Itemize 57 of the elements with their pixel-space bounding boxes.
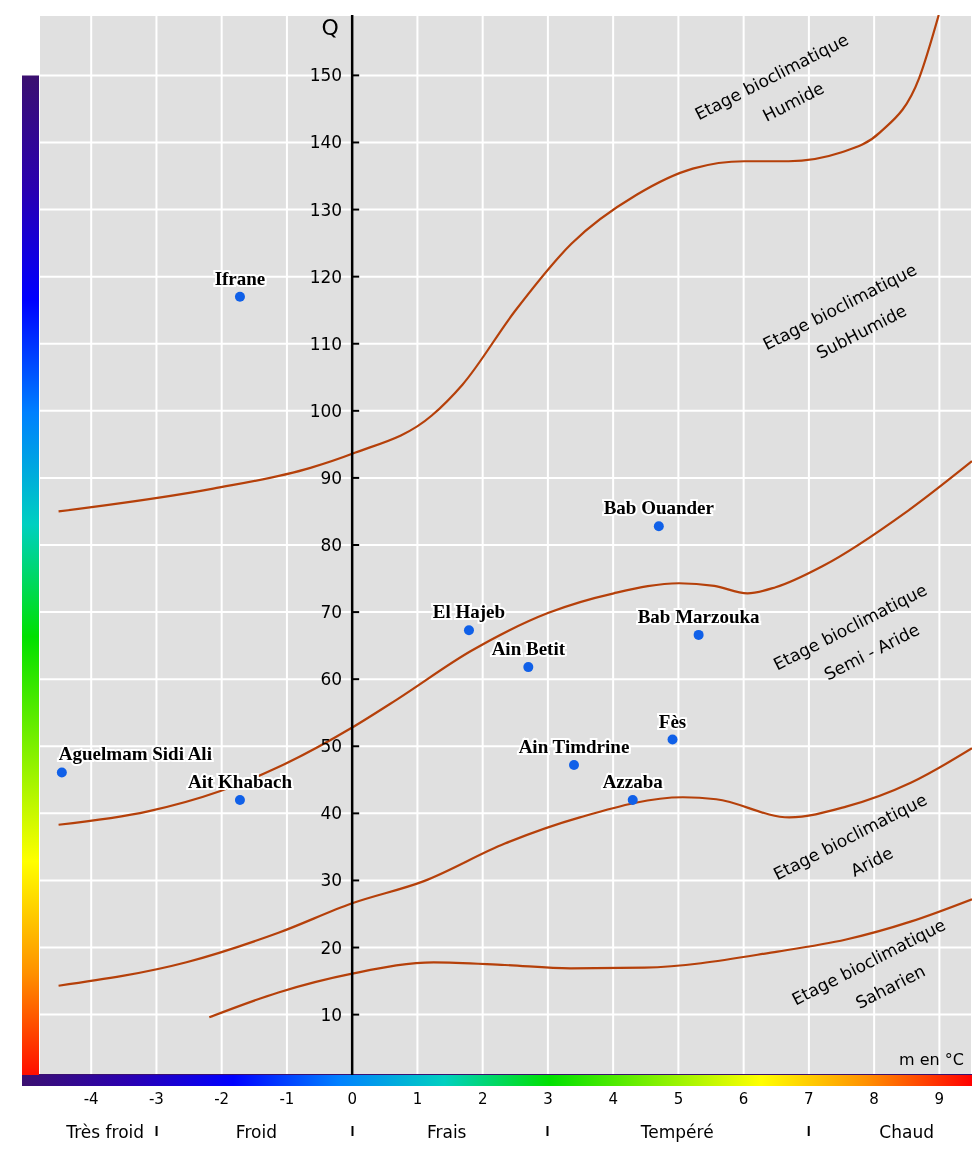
annotation: Ain Betit	[491, 638, 566, 660]
y-tick-label: 60	[320, 669, 343, 690]
point	[627, 794, 638, 805]
x-tick-label: 7	[804, 1089, 814, 1108]
x-tick-label: 9	[934, 1089, 945, 1108]
x-tick-label: 1	[412, 1089, 423, 1108]
point	[693, 629, 704, 640]
x-tick-label: 6	[738, 1089, 749, 1108]
point	[523, 662, 534, 673]
y-tick-label: 80	[320, 535, 343, 555]
text: Froid	[235, 1122, 277, 1142]
y-tick-label: 40	[320, 803, 343, 824]
point	[463, 625, 474, 636]
text: Tempéré	[639, 1122, 714, 1142]
annotation: El Hajeb	[432, 601, 506, 623]
y-tick-label: 20	[320, 937, 343, 958]
x-tick-label: -4	[83, 1089, 99, 1108]
x-tick-label: 5	[673, 1089, 684, 1108]
text: Frais	[426, 1122, 467, 1142]
x-axis-title: m en °C	[899, 1050, 964, 1069]
y-axis-title: Q	[321, 15, 339, 40]
x-tick-label: 4	[608, 1089, 618, 1108]
x-tick-label: -2	[214, 1089, 230, 1108]
y-tick-label: 120	[309, 266, 343, 287]
x-tick-label: -1	[279, 1089, 295, 1108]
annotation: Ain Timdrine	[518, 736, 630, 758]
annotation: Bab Ouander	[603, 497, 715, 519]
point	[653, 521, 664, 532]
y-tick-label: 30	[320, 870, 343, 891]
point	[56, 767, 67, 778]
y-tick-label: 10	[320, 1004, 343, 1025]
y-tick-label: 130	[309, 199, 343, 220]
y-tick-label: 140	[309, 132, 343, 153]
point	[569, 760, 580, 771]
x-tick-label: 0	[347, 1089, 357, 1108]
y-tick-label: 150	[309, 65, 343, 86]
text: Chaud	[879, 1122, 935, 1142]
y-tick-label: 70	[320, 602, 343, 623]
annotation: Azzaba	[602, 770, 664, 792]
line-series	[57, 15, 940, 513]
x-tick-label: 8	[869, 1089, 879, 1108]
annotation: Fès	[658, 710, 687, 732]
y-tick-label: 90	[320, 467, 343, 488]
x-tick-label: 2	[477, 1089, 488, 1108]
y-tick-label: 110	[309, 333, 343, 354]
y-tick-label: 100	[309, 400, 343, 421]
annotation: Bab Marzouka	[637, 605, 761, 627]
annotation: Aguelmam Sidi Ali	[58, 743, 212, 765]
y-tick-label: 50	[320, 736, 343, 757]
line-series	[208, 898, 972, 1019]
point	[234, 794, 245, 805]
x-tick-label: -3	[148, 1089, 164, 1108]
point	[667, 734, 678, 745]
point	[234, 291, 245, 302]
x-tick-label: 3	[543, 1089, 553, 1108]
annotation: Ifrane	[214, 267, 266, 289]
text: Très froid	[65, 1122, 145, 1142]
